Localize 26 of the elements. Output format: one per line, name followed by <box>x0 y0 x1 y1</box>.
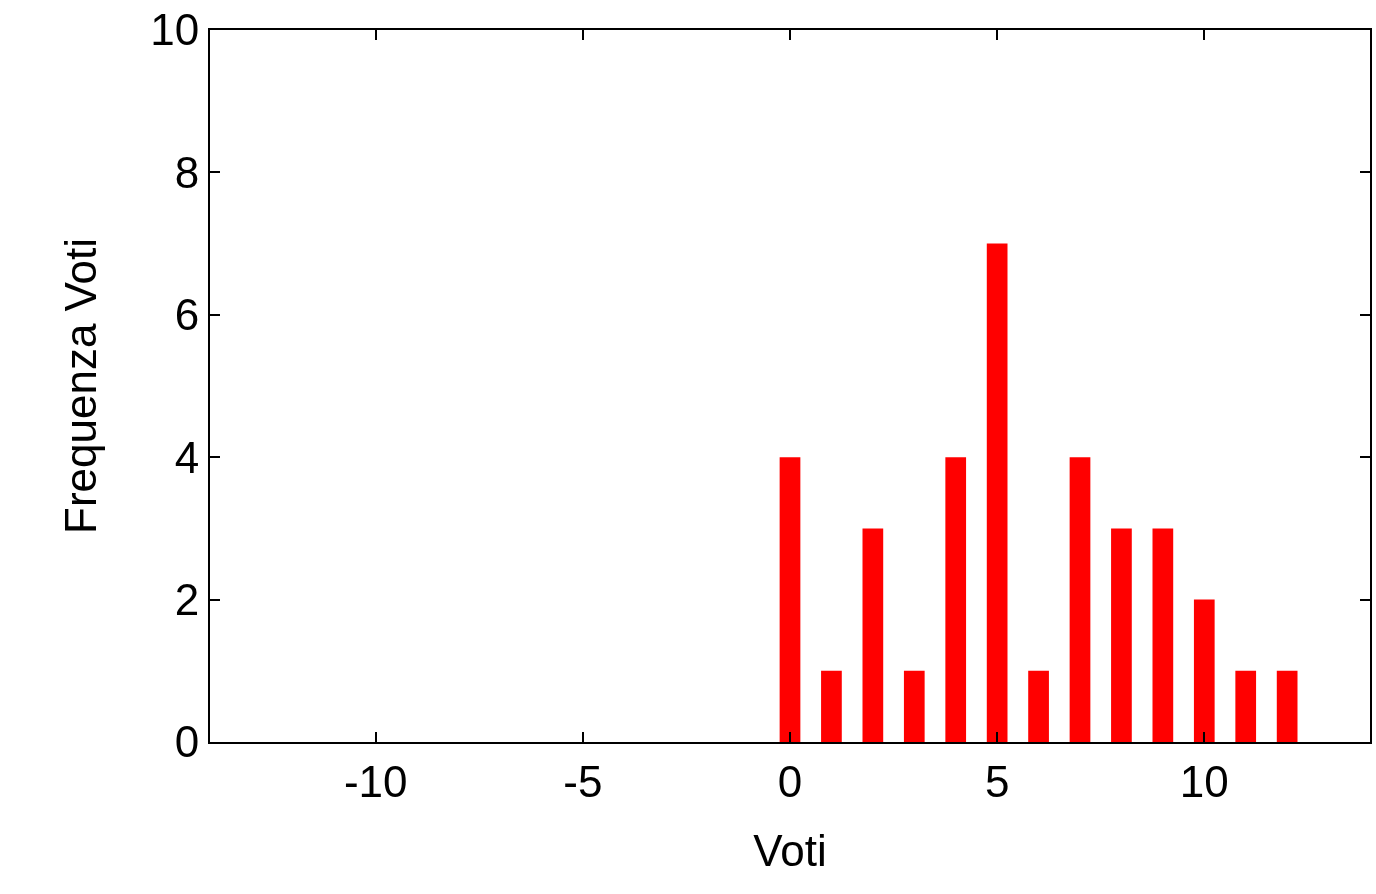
bar <box>1111 528 1132 742</box>
bar <box>821 670 842 742</box>
x-axis-title: Voti <box>753 825 827 875</box>
y-tick-label: 2 <box>174 575 200 624</box>
bar <box>1193 599 1215 742</box>
x-tick-label: 10 <box>1179 756 1229 806</box>
x-tick-label: 0 <box>777 756 803 806</box>
y-tick-label: 0 <box>174 717 200 767</box>
bar <box>1069 457 1091 742</box>
bar <box>986 243 1008 742</box>
bar <box>1235 670 1257 742</box>
x-tick-label: -10 <box>343 756 408 806</box>
y-tick-label: 4 <box>174 432 200 482</box>
bar <box>779 457 801 742</box>
bar <box>1152 528 1174 742</box>
bar <box>903 670 925 742</box>
x-tick-label: 5 <box>984 756 1010 806</box>
bar <box>945 457 967 742</box>
y-tick-label: 8 <box>174 147 200 197</box>
bar <box>1276 670 1298 742</box>
bar <box>1028 670 1049 742</box>
y-axis-title: Frequenza Voti <box>55 238 105 534</box>
y-tick-label: 6 <box>174 290 200 340</box>
bar <box>862 528 884 742</box>
y-tick-label: 10 <box>150 5 200 55</box>
x-tick-label: -5 <box>563 756 603 806</box>
